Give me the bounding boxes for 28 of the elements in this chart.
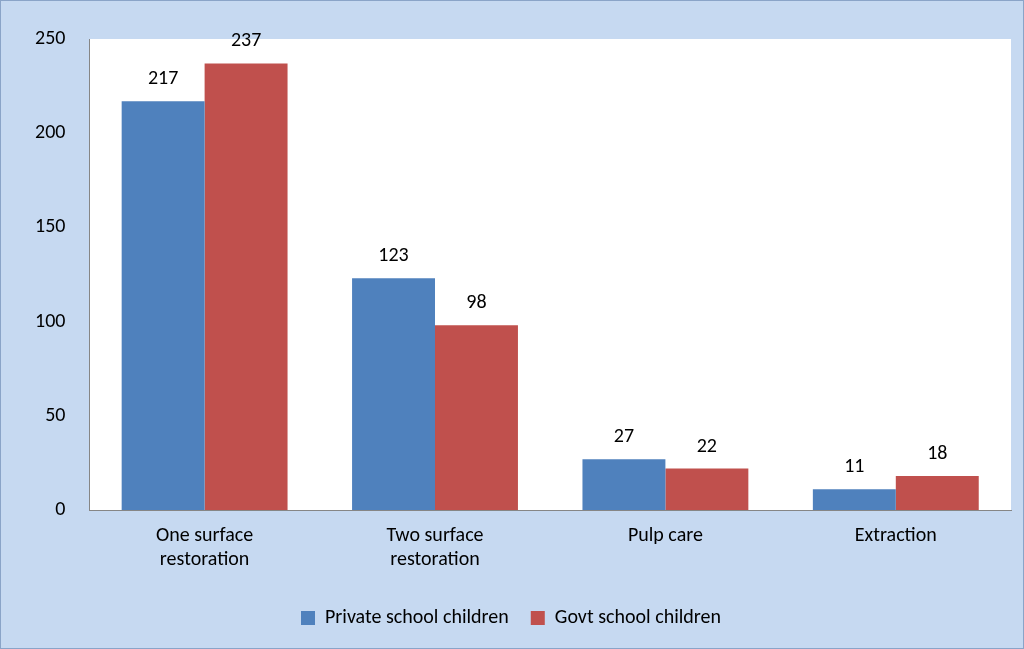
bar [582,459,666,510]
data-label: 11 [844,453,865,478]
bar [665,468,749,510]
y-tick-label: 0 [55,496,66,520]
y-tick-label: 100 [34,307,66,332]
bar [352,278,436,510]
y-tick-label: 150 [34,213,66,238]
data-label: 217 [147,65,179,90]
y-tick-label: 50 [45,401,66,426]
data-label: 237 [230,27,262,52]
bar [204,63,288,510]
y-tick-label: 200 [34,119,66,144]
legend-label: Private school children [324,604,509,628]
x-tick-label: Pulp care [627,522,703,546]
bar [895,476,979,510]
bar [435,325,518,510]
bar [812,489,896,510]
data-label: 27 [613,423,635,448]
x-tick-label: One surface restoration [155,522,254,570]
legend-label: Govt school children [554,604,722,628]
bar [121,101,205,510]
data-label: 123 [378,242,409,267]
data-label: 98 [466,289,487,314]
x-tick-label: Extraction [854,522,937,546]
data-label: 18 [927,440,948,465]
y-tick-label: 250 [34,25,66,49]
data-label: 22 [696,432,718,457]
x-tick-label: Two surface restoration [386,522,484,570]
